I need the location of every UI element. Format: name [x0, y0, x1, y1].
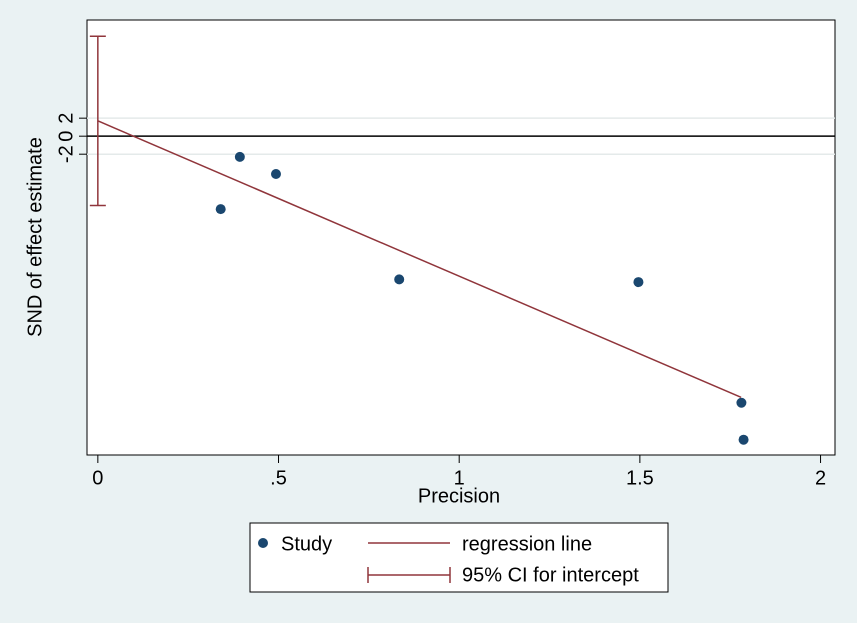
y-tick-label: -2 [55, 145, 77, 163]
x-axis-label: Precision [418, 485, 500, 507]
x-tick-label: 1.5 [626, 467, 654, 489]
point [215, 204, 226, 215]
y-axis-label: SND of effect estimate [24, 137, 46, 337]
x-tick-label: 2 [815, 467, 826, 489]
point [270, 169, 281, 180]
regression-line [97, 120, 742, 399]
point [738, 434, 749, 445]
y-tick-label: 2 [55, 113, 77, 124]
plot-area [86, 19, 836, 456]
legend-label: 95% CI for intercept [462, 564, 639, 586]
legend-label: Study [281, 533, 332, 555]
x-tick-label: .5 [270, 467, 287, 489]
legend-symbol [258, 538, 268, 548]
point [394, 274, 405, 285]
point [736, 397, 747, 408]
legend [249, 522, 669, 593]
y-tick-label: 0 [55, 131, 77, 142]
point [633, 277, 644, 288]
legend-label: regression line [462, 533, 592, 555]
x-tick-label: 0 [92, 467, 103, 489]
x-tick-label: 1 [454, 467, 465, 489]
point [234, 151, 245, 162]
